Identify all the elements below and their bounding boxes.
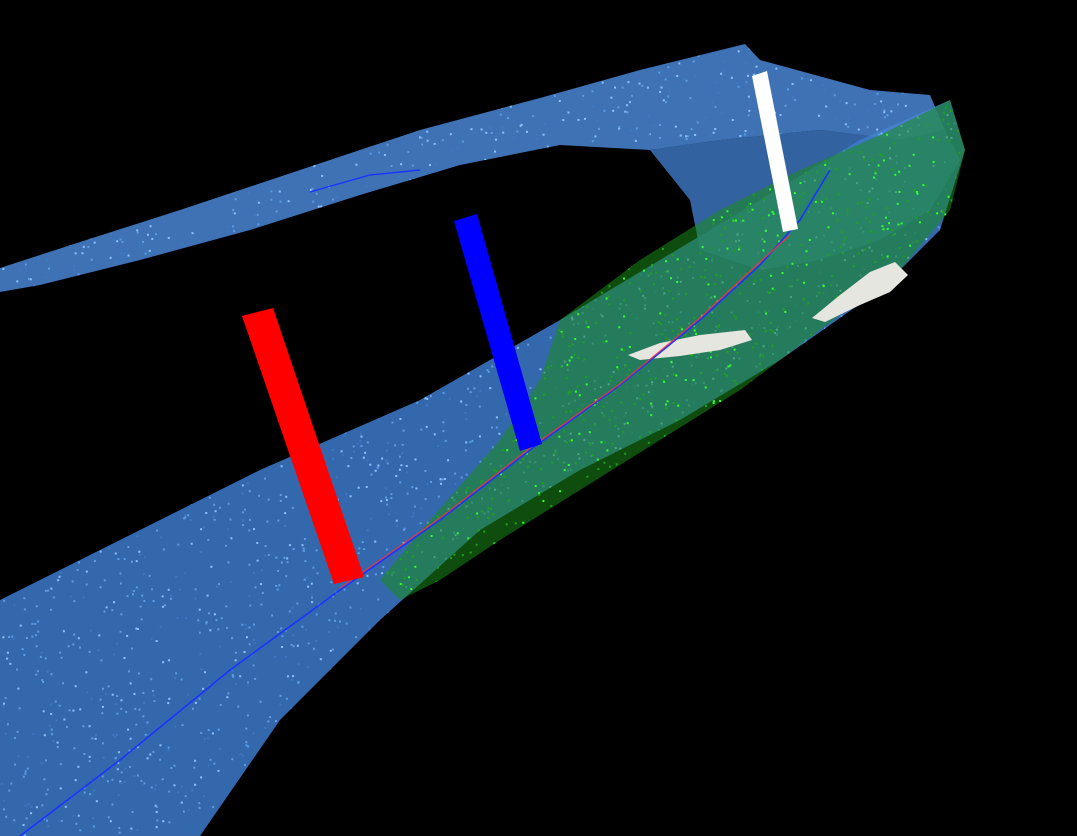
- trajectory-upper: [309, 169, 421, 193]
- marker-red[interactable]: [242, 308, 364, 584]
- position-markers[interactable]: [242, 71, 798, 584]
- upper-terrain-strip: [0, 44, 945, 292]
- marker-white[interactable]: [752, 71, 798, 232]
- trajectory-red: [339, 234, 791, 589]
- trajectory-path: [19, 169, 831, 836]
- surface-patch-upper: [812, 262, 908, 322]
- marker-blue[interactable]: [454, 214, 542, 451]
